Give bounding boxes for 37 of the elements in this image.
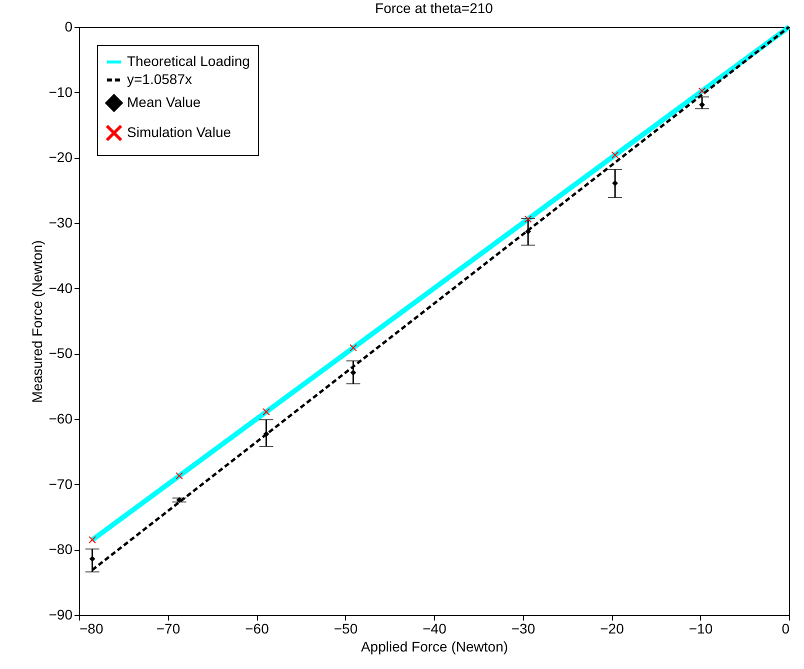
x-tick-label: −70 [156, 620, 180, 636]
y-tick-label: −50 [48, 345, 73, 362]
y-tick-label: −60 [48, 410, 73, 426]
point [262, 408, 270, 416]
y-tick-label: −70 [48, 476, 73, 492]
x-tick-label: −60 [245, 620, 270, 636]
legend-label: Mean Value [127, 94, 201, 110]
y-tick-label: 0 [64, 18, 73, 34]
y-tick-label: −20 [48, 149, 73, 166]
y-tick-label: −80 [48, 541, 73, 558]
legend-label: y=1.0587x [127, 71, 192, 87]
point [524, 215, 532, 223]
y-axis-title: Measured Force (Newton) [28, 240, 45, 403]
legend-label: Simulation Value [127, 124, 232, 140]
x-axis-title: Applied Force (Newton) [360, 638, 508, 654]
point [263, 431, 270, 437]
legend-label: Theoretical Loading [127, 53, 250, 69]
x-tick-label: −50 [334, 620, 358, 636]
y-tick-label: −30 [48, 214, 73, 230]
point [611, 151, 619, 159]
y-tick-label: −90 [48, 606, 73, 622]
point [176, 472, 183, 480]
point [89, 556, 96, 562]
y-tick-label: −40 [48, 280, 73, 296]
y-tick-label: −10 [48, 84, 73, 100]
x-tick-label: −40 [422, 620, 447, 636]
point [698, 87, 706, 95]
chart-title: Force at theta=210 [375, 0, 494, 16]
x-tick-label: −30 [511, 620, 536, 636]
point [525, 228, 532, 234]
x-tick-label: −10 [688, 620, 713, 636]
point [699, 102, 705, 108]
x-tick-label: −20 [600, 620, 624, 636]
x-tick-label: 0 [782, 620, 790, 636]
point [350, 344, 357, 352]
x-tick-label: −80 [80, 620, 104, 636]
point [88, 536, 96, 544]
